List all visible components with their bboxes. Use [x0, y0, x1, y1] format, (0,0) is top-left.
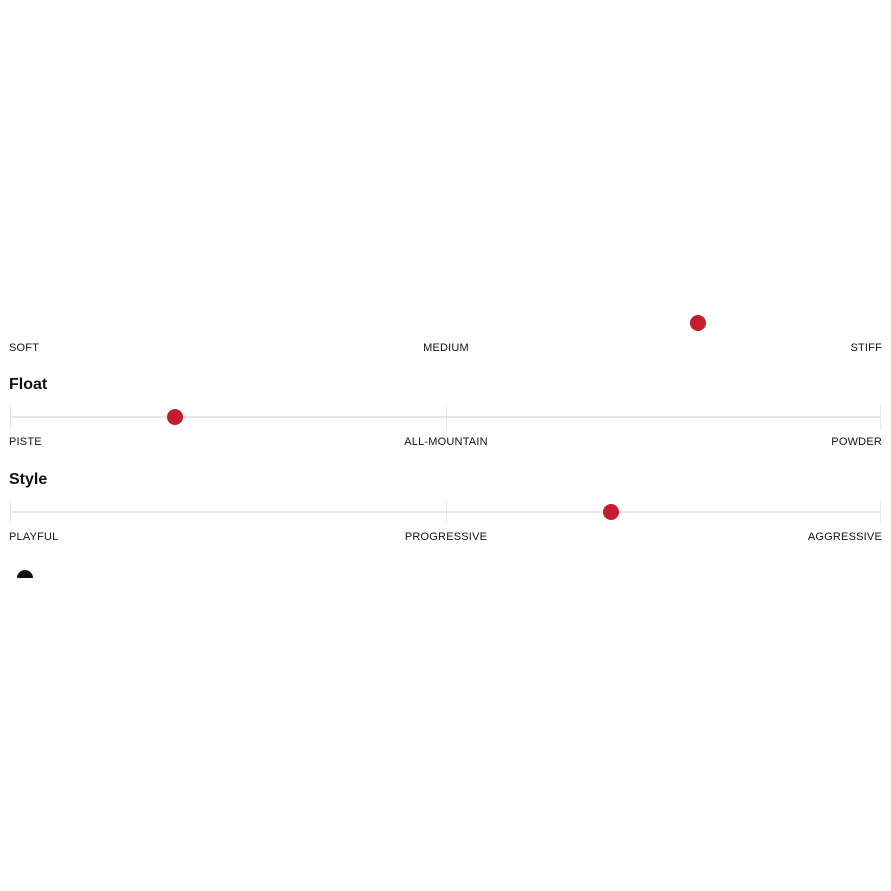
blank-area: [0, 578, 891, 891]
style-tick-mid: [446, 500, 447, 524]
float-tick-end: [880, 405, 881, 429]
style-tick-start: [10, 500, 11, 524]
float-label-min: PISTE: [9, 436, 42, 448]
float-label-mid: ALL-MOUNTAIN: [404, 436, 488, 448]
style-marker: [602, 504, 619, 520]
float-labels: PISTE ALL-MOUNTAIN POWDER: [0, 436, 891, 450]
float-tick-start: [10, 405, 11, 429]
float-track: [10, 405, 881, 429]
style-label-max: AGGRESSIVE: [807, 531, 882, 543]
style-track: [10, 500, 881, 524]
style-tick-end: [880, 500, 881, 524]
style-title: Style: [9, 471, 48, 488]
style-label-min: PLAYFUL: [9, 531, 59, 543]
float-tick-mid: [446, 405, 447, 429]
float-marker: [167, 409, 184, 425]
style-label-mid: PROGRESSIVE: [404, 531, 488, 543]
flex-track: [10, 315, 881, 331]
flex-label-mid: MEDIUM: [423, 342, 469, 354]
float-title: Float: [9, 376, 48, 393]
float-label-max: POWDER: [831, 436, 882, 448]
style-labels: PLAYFUL PROGRESSIVE AGGRESSIVE: [0, 531, 891, 545]
flex-label-max: STIFF: [850, 342, 882, 354]
flex-marker: [690, 315, 707, 331]
flex-labels: SOFT MEDIUM STIFF: [0, 342, 891, 356]
flex-label-min: SOFT: [9, 342, 40, 354]
